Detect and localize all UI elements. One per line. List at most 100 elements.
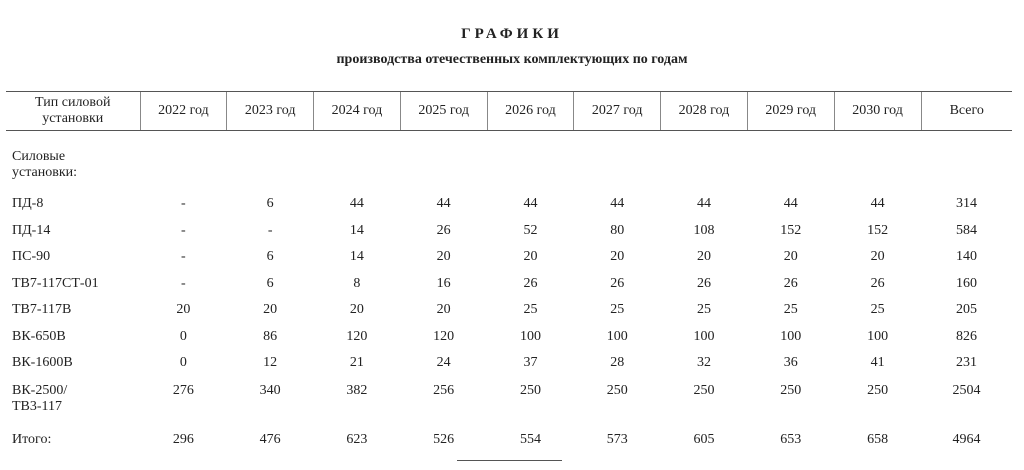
- cell-value: -: [181, 196, 186, 212]
- cell-value: 526: [433, 431, 455, 447]
- cell-value: 44: [349, 196, 364, 212]
- cell-value: 120: [346, 328, 368, 344]
- cell-value: 25: [610, 302, 625, 318]
- column-header: 2024 год: [313, 91, 401, 131]
- cell-value: 20: [176, 302, 191, 318]
- column-header: 2026 год: [486, 91, 574, 131]
- cell-value: 20: [436, 249, 451, 265]
- cell-value: 32: [696, 355, 711, 371]
- cell-value: 152: [867, 222, 889, 238]
- group-row: Силовые установки:: [6, 131, 1012, 192]
- cell-value: 21: [349, 355, 364, 371]
- cell-value: 100: [693, 328, 715, 344]
- table-row: ПД-14 - - 14 26 52 80 108 152 152 584: [6, 218, 1012, 245]
- column-header: 2029 год: [746, 91, 835, 131]
- cell-value: 6: [266, 196, 274, 212]
- cell-value: 25: [870, 302, 885, 318]
- row-label: Итого:: [12, 431, 52, 447]
- cell-value: 100: [780, 328, 802, 344]
- cell-value: 314: [956, 196, 977, 212]
- cell-value: 584: [956, 222, 977, 238]
- cell-value: 256: [433, 382, 455, 398]
- cell-value: -: [181, 249, 186, 265]
- cell-value: 658: [867, 431, 889, 447]
- cell-value: 28: [610, 355, 625, 371]
- column-header: 2028 год: [660, 91, 748, 131]
- cell-value: 296: [172, 431, 194, 447]
- cell-value: 24: [436, 355, 451, 371]
- cell-value: 26: [523, 275, 538, 291]
- table-row: Итого: 296 476 623 526 554 573 605 653 658 4964: [6, 423, 1012, 457]
- cell-value: 108: [693, 222, 715, 238]
- cell-value: 573: [606, 431, 628, 447]
- table-row: ВК-650В 0 86 120 120 100 100 100 100 100 826: [6, 324, 1012, 351]
- cell-value: 41: [870, 355, 885, 371]
- cell-value: 250: [606, 382, 628, 398]
- cell-value: 14: [349, 249, 364, 265]
- column-header: Всего: [920, 91, 1012, 131]
- cell-value: 140: [956, 249, 977, 265]
- cell-value: 37: [523, 355, 538, 371]
- cell-value: 52: [523, 222, 538, 238]
- cell-value: 20: [610, 249, 625, 265]
- row-label: ВК-1600В: [12, 355, 73, 371]
- cell-value: 20: [349, 302, 364, 318]
- cell-value: 80: [610, 222, 625, 238]
- cell-value: 44: [523, 196, 538, 212]
- cell-value: 16: [436, 275, 451, 291]
- row-label: ПД-8: [12, 196, 44, 212]
- cell-value: 476: [259, 431, 281, 447]
- column-header: 2030 год: [833, 91, 921, 131]
- row-label: ТВ7-117В: [12, 302, 72, 318]
- cell-value: 623: [346, 431, 368, 447]
- cell-value: 205: [956, 302, 977, 318]
- cell-value: 231: [956, 355, 977, 371]
- cell-value: 250: [867, 382, 889, 398]
- cell-value: 36: [783, 355, 798, 371]
- cell-value: 26: [870, 275, 885, 291]
- cell-value: 160: [956, 275, 977, 291]
- column-header: 2022 год: [139, 91, 227, 131]
- cell-value: -: [181, 275, 186, 291]
- cell-value: 6: [266, 275, 274, 291]
- cell-value: 653: [780, 431, 802, 447]
- cell-value: 8: [353, 275, 361, 291]
- cell-value: -: [181, 222, 186, 238]
- cell-value: 12: [263, 355, 278, 371]
- group-label: Силовые установки:: [12, 149, 78, 180]
- cell-value: 340: [259, 382, 281, 398]
- row-label: ВК-650В: [12, 328, 66, 344]
- cell-value: 20: [436, 302, 451, 318]
- cell-value: -: [267, 222, 273, 238]
- cell-value: 25: [783, 302, 798, 318]
- cell-value: 100: [867, 328, 889, 344]
- row-label: ПД-14: [12, 222, 51, 238]
- column-header: 2027 год: [573, 91, 661, 131]
- cell-value: 276: [172, 382, 194, 398]
- cell-value: 44: [696, 196, 711, 212]
- cell-value: 6: [266, 249, 274, 265]
- table-row: ТВ7-117В 20 20 20 20 25 25 25 25 25 205: [6, 297, 1012, 324]
- cell-value: 44: [436, 196, 451, 212]
- cell-value: 152: [780, 222, 802, 238]
- cell-value: 20: [523, 249, 538, 265]
- cell-value: 100: [519, 328, 541, 344]
- column-header: 2023 год: [226, 91, 314, 131]
- table-header-row: Тип силовой установки 2022 год 2023 год 202…: [6, 91, 1012, 131]
- cell-value: 86: [263, 328, 278, 344]
- cell-value: 20: [783, 249, 798, 265]
- table-row: ТВ7-117СТ-01 - 6 8 16 26 26 26 26 26 160: [6, 271, 1012, 298]
- column-header: Тип силовой установки: [6, 91, 140, 131]
- cell-value: 44: [610, 196, 625, 212]
- production-schedule-table: Тип силовой установки 2022 год 2023 год 202…: [6, 91, 1012, 457]
- cell-value: 250: [693, 382, 715, 398]
- cell-value: 26: [610, 275, 625, 291]
- cell-value: 14: [349, 222, 364, 238]
- cell-value: 4964: [952, 431, 981, 447]
- cell-value: 250: [780, 382, 802, 398]
- document-title: ГРАФИКИ: [461, 26, 563, 42]
- column-header: 2025 год: [399, 91, 488, 131]
- cell-value: 0: [179, 355, 187, 371]
- cell-value: 100: [606, 328, 628, 344]
- cell-value: 826: [956, 328, 977, 344]
